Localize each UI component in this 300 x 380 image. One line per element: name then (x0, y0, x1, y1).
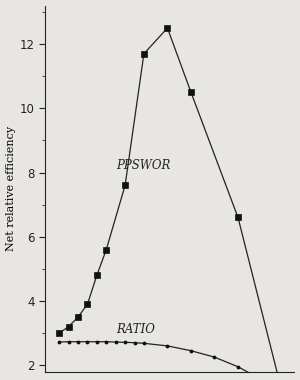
Text: PPSWOR: PPSWOR (116, 159, 170, 172)
Text: RATIO: RATIO (116, 323, 154, 336)
Y-axis label: Net relative efficiency: Net relative efficiency (6, 126, 16, 251)
